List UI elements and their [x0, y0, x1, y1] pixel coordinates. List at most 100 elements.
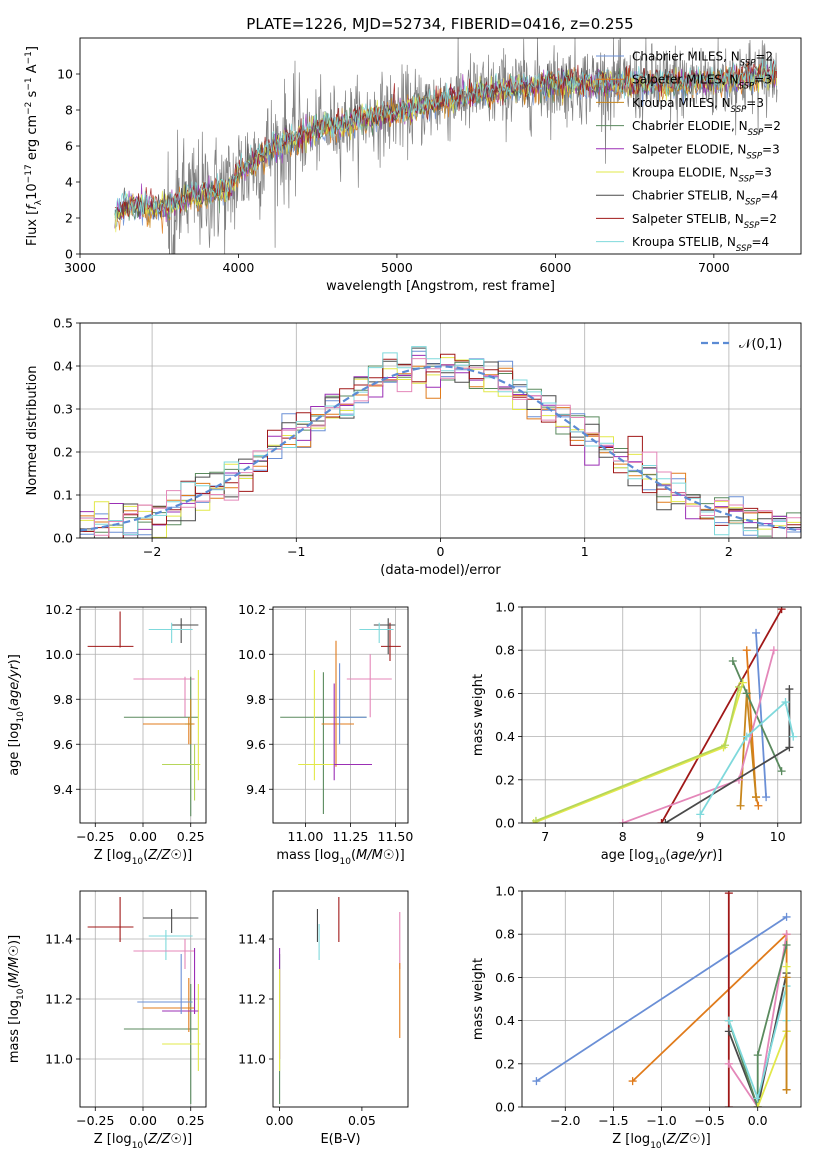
y-tick-label: 9.8 [53, 692, 73, 707]
x-tick-label: 11.50 [378, 829, 414, 844]
weight-point-marker [661, 819, 670, 823]
weight-series-line [664, 689, 791, 823]
weight-point-marker [531, 816, 540, 823]
x-tick-label: 0.05 [348, 1113, 376, 1128]
x-tick-label: 11.25 [333, 829, 369, 844]
weight-point-marker [781, 698, 790, 707]
weight-point-marker [742, 646, 751, 655]
axes-frame [521, 890, 802, 1108]
x-tick-label: −1.5 [598, 1113, 628, 1128]
y-tick-label: 0.1 [53, 488, 73, 503]
y-tick-label: 4 [65, 175, 73, 190]
weight-point-marker [785, 685, 794, 694]
weight-point-marker [628, 1077, 637, 1086]
legend-label: Chabrier MILES, NSSP=2 [632, 50, 773, 69]
spectrum-lines [114, 38, 778, 254]
x-tick-label: 6000 [539, 260, 571, 275]
weight-series-line [533, 682, 744, 823]
x-tick-label: 8 [619, 829, 627, 844]
legend-label: Salpeter ELODIE, NSSP=3 [632, 142, 780, 161]
y-tick-label: 9.6 [246, 737, 266, 752]
y-tick-label: 10.2 [45, 602, 73, 617]
weight-series-line [728, 934, 788, 1107]
x-tick-label: 4000 [223, 260, 255, 275]
weight-point-marker [777, 607, 786, 614]
weight-point-marker [724, 1016, 733, 1025]
y-tick-label: 0 [65, 247, 73, 262]
model-spectrum-line [114, 58, 777, 220]
axes-frame [521, 606, 802, 824]
x-tick-label: 0 [437, 544, 445, 559]
x-axis-label: wavelength [Angstrom, rest frame] [326, 279, 555, 294]
y-tick-label: 0.4 [53, 359, 73, 374]
x-tick-label: 11.00 [288, 829, 324, 844]
y-tick-label: 10 [57, 67, 73, 82]
axes-frame [79, 890, 207, 1108]
y-tick-label: 0.6 [495, 970, 515, 985]
weight-point-marker [782, 930, 791, 939]
x-tick-label: 0.00 [266, 1113, 294, 1128]
x-tick-label: 3000 [64, 260, 96, 275]
y-axis-label: mass weight [471, 674, 486, 756]
weight-point-marker [782, 912, 791, 921]
x-axis-label: Z [log10(Z/Z☉)] [612, 1132, 710, 1151]
y-axis-label: Normed distribution [25, 366, 40, 496]
weight-point-marker [752, 793, 761, 802]
weight-lines [532, 891, 791, 1107]
legend-label: Chabrier STELIB, NSSP=4 [632, 189, 778, 208]
spectrum-panel: 3000 4000 5000 6000 7000 0 2 4 6 8 10 Chabrier MILE… [24, 37, 802, 294]
axes-frame [79, 606, 207, 824]
figure-title: PLATE=1226, MJD=52734, FIBERID=0416, z=0… [246, 15, 633, 33]
y-tick-label: 0.3 [53, 402, 73, 417]
axes-frame [272, 890, 409, 1108]
y-tick-label: 0.5 [53, 316, 73, 331]
legend-label: Chabrier ELODIE, NSSP=2 [632, 119, 781, 138]
age-vs-metallicity-panel: −0.25 0.00 0.25 9.4 9.6 9.8 10.0 10.2 Z [log10(Z… [7, 602, 207, 867]
errorbar-group [280, 618, 401, 814]
x-tick-label: 5000 [381, 260, 413, 275]
x-tick-label: −2 [143, 544, 161, 559]
y-tick-label: 11.4 [45, 932, 73, 947]
weight-point-marker [618, 819, 627, 823]
y-tick-label: 10.0 [238, 647, 266, 662]
y-tick-label: 11.0 [238, 1052, 266, 1067]
y-tick-label: 1.0 [495, 884, 515, 899]
y-tick-label: 0.8 [495, 643, 515, 658]
weight-point-marker [782, 962, 791, 971]
weight-point-marker [724, 891, 733, 898]
x-axis-label: E(B-V) [320, 1132, 360, 1147]
errorbar-group [279, 897, 401, 1104]
x-tick-label: 0.00 [129, 829, 157, 844]
y-tick-label: 11.4 [238, 932, 266, 947]
x-tick-label: 10 [770, 829, 786, 844]
x-axis-label: age [log10(age/yr)] [601, 848, 723, 867]
x-tick-label: 2 [725, 544, 733, 559]
y-axis-label: age [log10(age/yr)] [7, 654, 26, 776]
histogram-step-line [80, 358, 801, 538]
weight-point-marker [762, 793, 771, 802]
weight-point-marker [752, 628, 761, 637]
y-tick-label: 9.4 [246, 782, 266, 797]
x-tick-label: −0.5 [694, 1113, 724, 1128]
x-tick-label: 7000 [698, 260, 730, 275]
y-tick-label: 0.2 [495, 1056, 515, 1071]
y-tick-label: 0.2 [53, 445, 73, 460]
weight-point-marker [782, 973, 791, 982]
weight-point-marker [724, 1103, 733, 1107]
x-axis-label: Z [log10(Z/Z☉)] [94, 1132, 192, 1151]
x-tick-label: −1.0 [646, 1113, 676, 1128]
y-tick-label: 9.4 [53, 782, 73, 797]
legend-label: Kroupa STELIB, NSSP=4 [632, 235, 769, 254]
weight-point-marker [696, 810, 705, 819]
y-tick-label: 2 [65, 211, 73, 226]
weight-vs-metallicity-panel: −2.0 −1.5 −1.0 −0.5 0.0 0.0 0.2 0.4 0.6 0.8 1.0 Z [… [471, 884, 802, 1151]
y-tick-label: 11.2 [238, 992, 266, 1007]
y-tick-label: 11.0 [45, 1052, 73, 1067]
legend-label: Kroupa MILES, NSSP=3 [632, 96, 764, 115]
weight-point-marker [657, 819, 666, 823]
y-tick-label: 9.6 [53, 737, 73, 752]
legend-label: 𝒩(0,1) [739, 337, 782, 352]
y-tick-label: 0.4 [495, 729, 515, 744]
x-axis-label: (data-model)/error [380, 563, 501, 578]
